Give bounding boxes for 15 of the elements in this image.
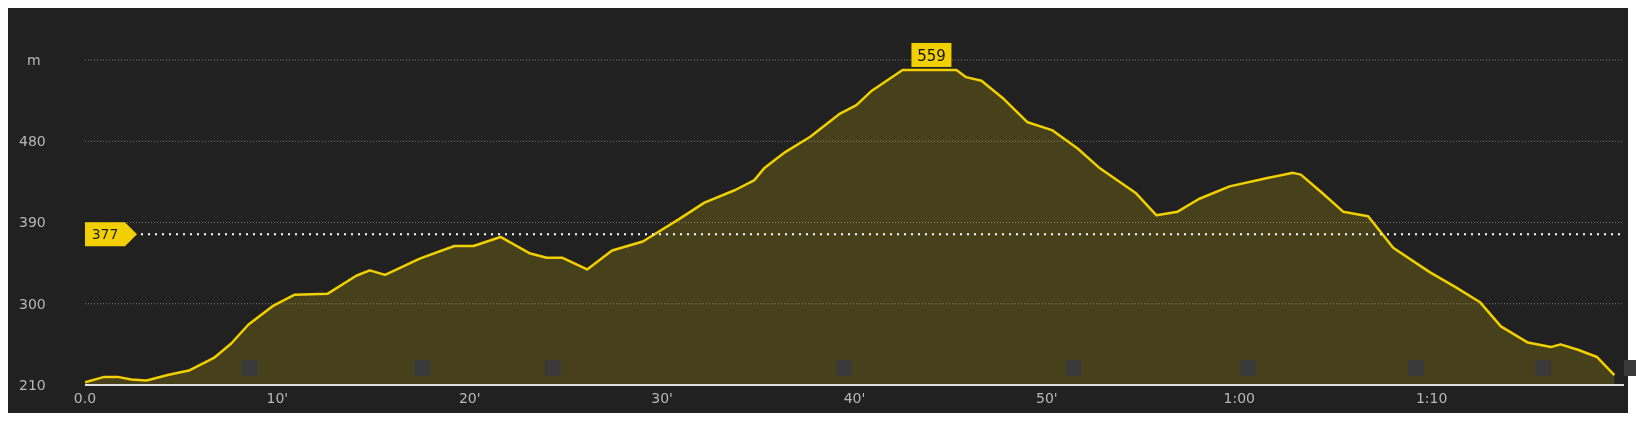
x-tick-label: 30': [651, 389, 673, 406]
x-tick-label: 20': [458, 389, 481, 406]
ref-line-label: 377: [91, 226, 119, 243]
x-tick-label: 50': [1036, 389, 1058, 406]
x-tick-label: 10': [266, 389, 289, 406]
x-tick-label: 40': [843, 389, 866, 406]
x-tick-label: 0.0: [73, 389, 97, 406]
x-tick-label: 1:00: [1223, 389, 1255, 406]
y-tick-label: 390: [19, 214, 46, 231]
y-tick-label: 480: [19, 133, 46, 150]
annotation: 559: [917, 46, 946, 65]
y-axis-title: m: [27, 52, 41, 68]
y-tick-label: 300: [19, 295, 46, 312]
y-tick-label: 210: [19, 376, 46, 393]
x-tick-label: 1:10: [1415, 389, 1448, 406]
